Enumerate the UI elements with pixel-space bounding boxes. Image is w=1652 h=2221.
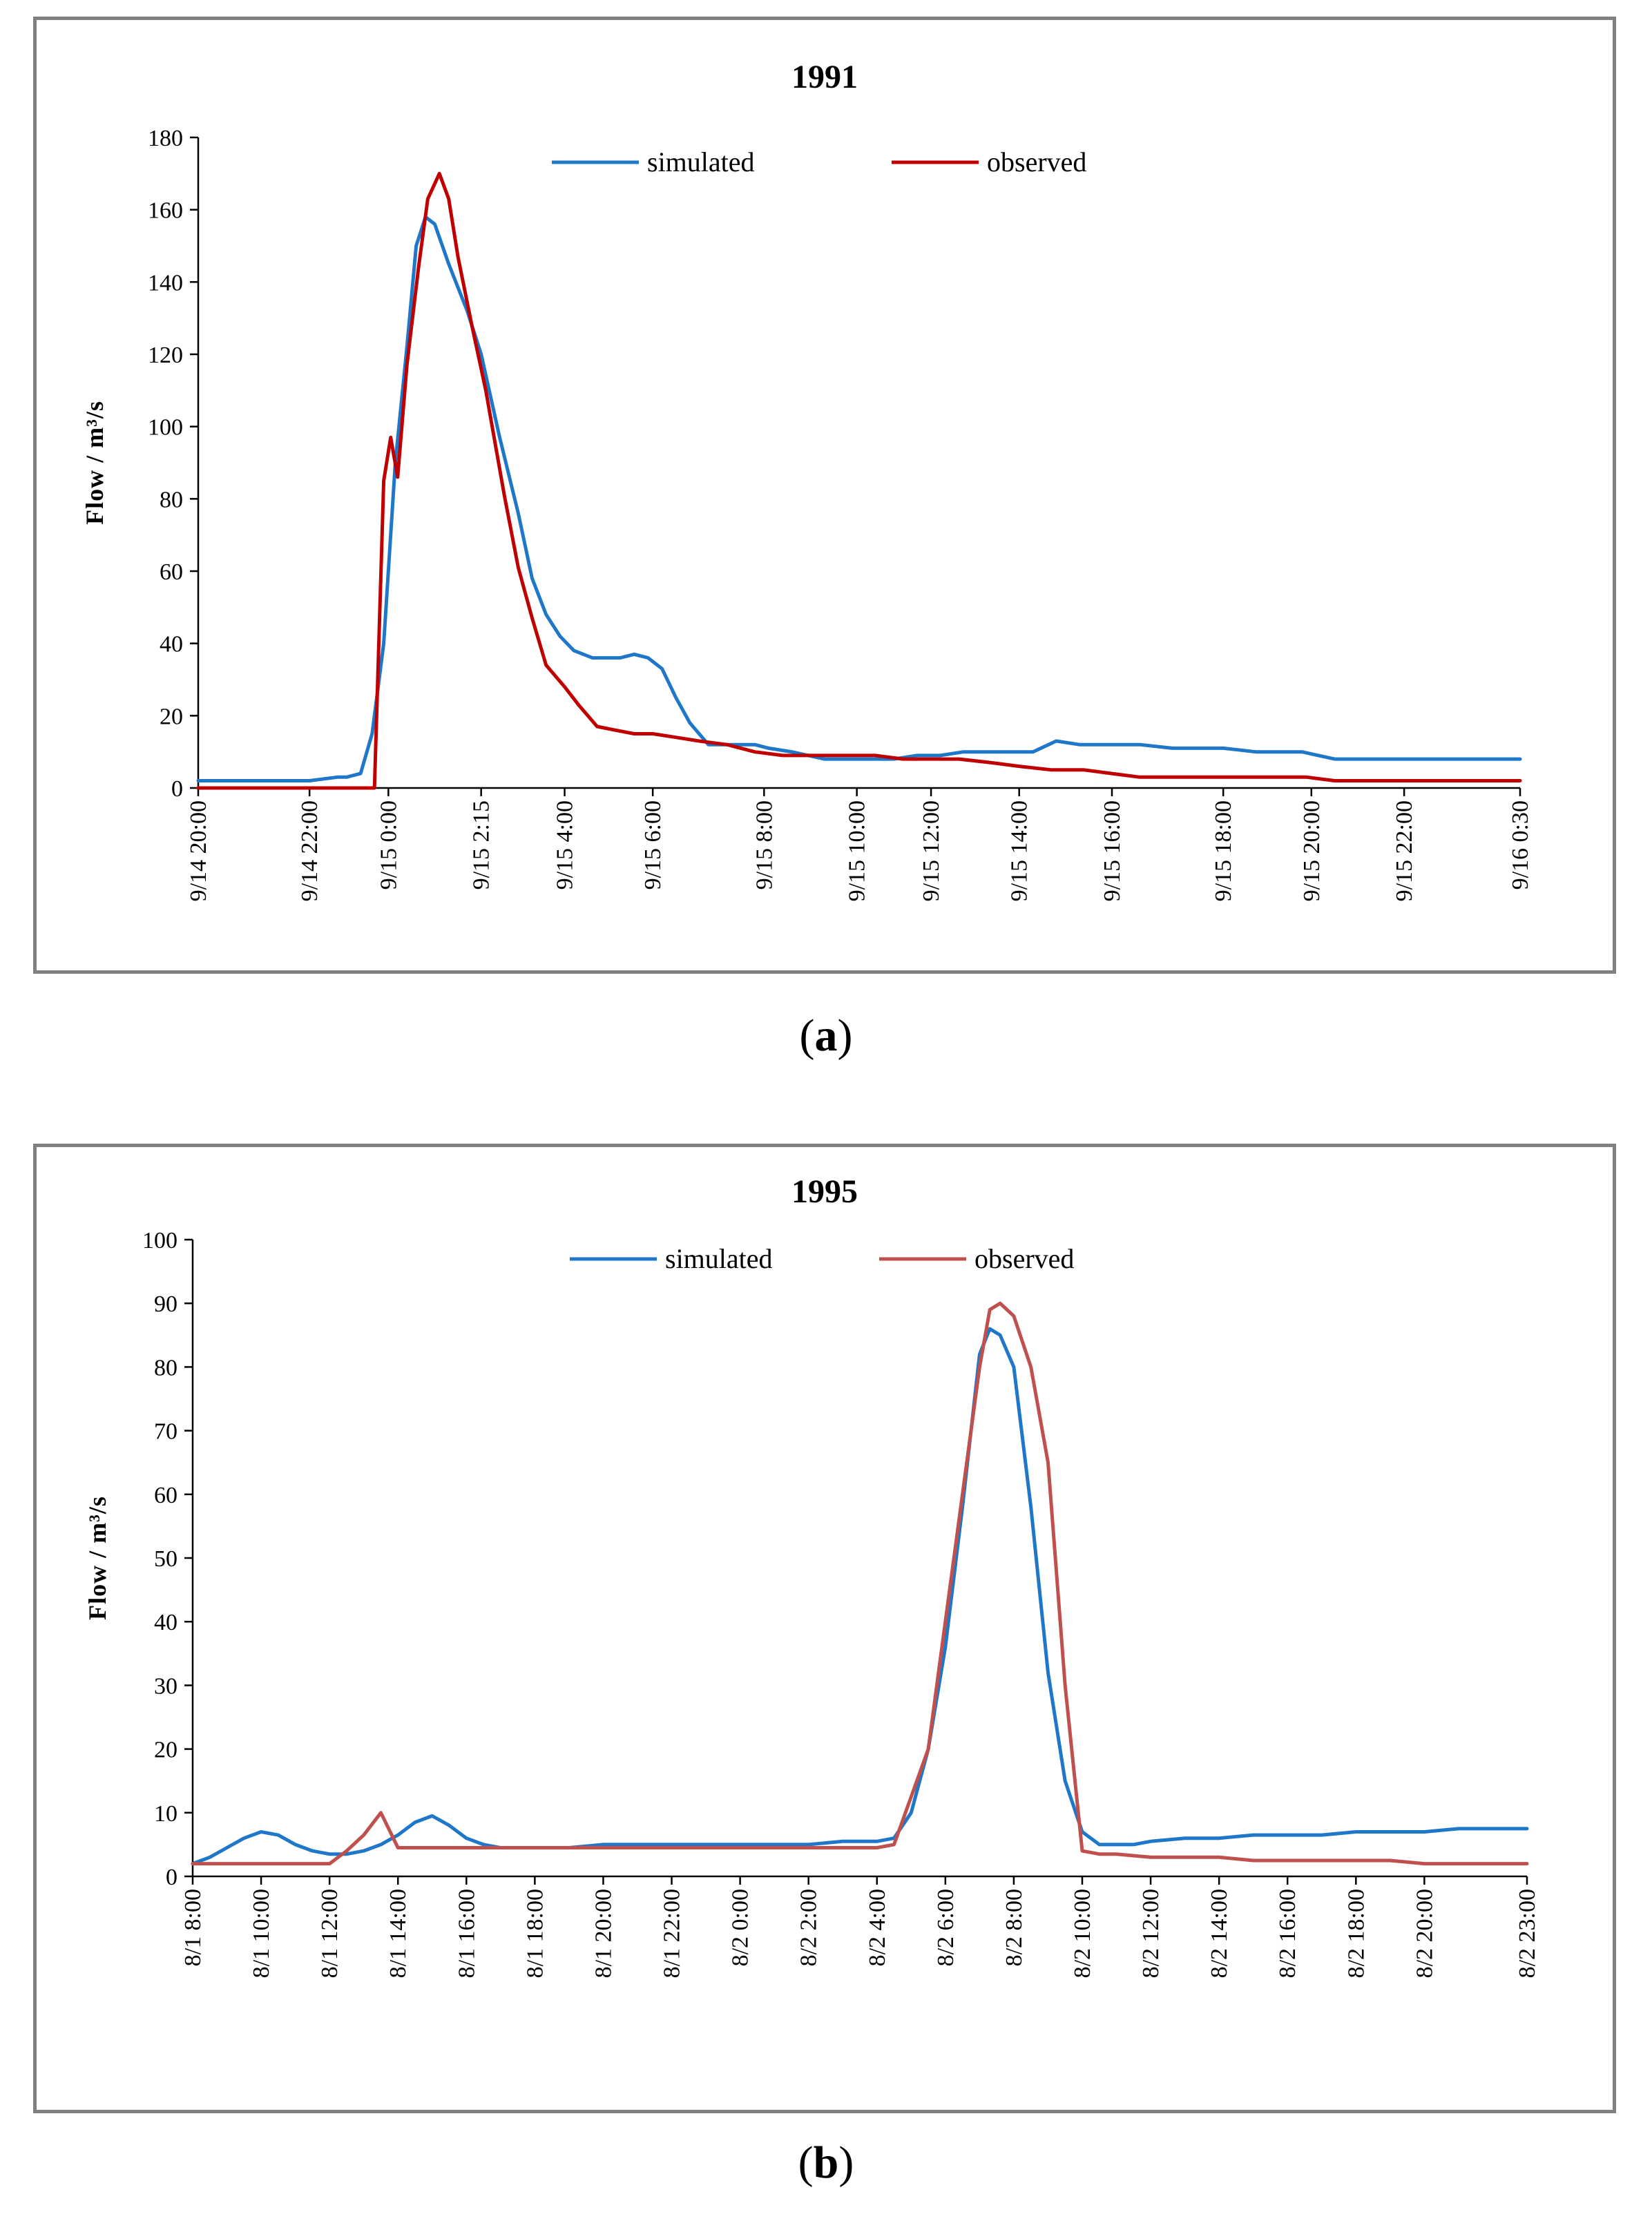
x-tick-label: 9/15 12:00 xyxy=(919,800,944,901)
x-tick-label: 9/15 10:00 xyxy=(845,800,870,901)
y-tick-label: 50 xyxy=(154,1546,177,1572)
x-tick-label: 9/15 20:00 xyxy=(1299,800,1325,901)
x-tick-label: 9/15 22:00 xyxy=(1392,800,1417,901)
y-tick-label: 40 xyxy=(154,1610,177,1635)
x-tick-label: 8/1 18:00 xyxy=(522,1889,548,1978)
caption-a-letter: a xyxy=(814,1010,838,1061)
x-tick-label: 9/14 20:00 xyxy=(186,800,211,901)
y-tick-label: 70 xyxy=(154,1419,177,1445)
x-tick-label: 8/2 20:00 xyxy=(1412,1889,1437,1978)
x-tick-label: 9/15 4:00 xyxy=(553,800,578,890)
y-tick-label: 40 xyxy=(160,632,183,657)
x-tick-label: 8/2 6:00 xyxy=(933,1889,959,1966)
legend-label-observed: observed xyxy=(987,146,1086,177)
x-tick-label: 9/15 6:00 xyxy=(640,800,666,890)
x-tick-label: 8/1 22:00 xyxy=(660,1889,685,1978)
legend-label-simulated: simulated xyxy=(647,146,755,177)
x-tick-label: 8/2 18:00 xyxy=(1343,1889,1369,1978)
y-tick-label: 100 xyxy=(148,415,183,441)
x-tick-label: 9/14 22:00 xyxy=(297,800,323,901)
x-tick-label: 8/2 12:00 xyxy=(1138,1889,1164,1978)
x-tick-label: 8/2 8:00 xyxy=(1001,1889,1027,1966)
chart-panel-1991: 1991 0 20 40 60 80 100 120 140 160 180 9/14 20:00 9/… xyxy=(33,17,1616,974)
y-axis-label: Flow / m³/s xyxy=(81,401,108,525)
y-tick-label: 80 xyxy=(154,1355,177,1381)
caption-b: (b) xyxy=(798,2137,854,2188)
x-tick-label: 8/1 12:00 xyxy=(317,1889,343,1978)
series-line-observed xyxy=(196,171,1522,790)
x-tick-label: 8/2 16:00 xyxy=(1275,1889,1300,1978)
y-tick-label: 160 xyxy=(148,198,183,224)
y-tick-label: 60 xyxy=(160,559,183,585)
x-tick-label: 9/15 14:00 xyxy=(1007,800,1032,901)
y-tick-label: 140 xyxy=(148,270,183,296)
x-tick-label: 8/1 8:00 xyxy=(180,1889,206,1966)
chart-1995: 1995 0 10 20 30 40 50 60 70 80 90 100 8/1 8:00 8/1 10… xyxy=(84,1173,1540,1978)
x-tick-label: 8/2 0:00 xyxy=(728,1889,753,1966)
x-tick-label: 8/1 10:00 xyxy=(249,1889,274,1978)
x-tick-label: 8/2 10:00 xyxy=(1070,1889,1095,1978)
y-tick-label: 0 xyxy=(166,1865,177,1890)
x-tick-label: 9/15 8:00 xyxy=(751,800,777,890)
series-line-simulated xyxy=(196,215,1522,782)
chart-title: 1991 xyxy=(791,59,858,95)
x-tick-label: 8/1 20:00 xyxy=(590,1889,616,1978)
x-tick-label: 9/15 2:15 xyxy=(469,800,494,890)
x-tick-label: 9/16 0:30 xyxy=(1508,800,1533,890)
y-tick-label: 0 xyxy=(171,776,183,802)
y-tick-label: 90 xyxy=(154,1291,177,1317)
legend-label-observed: observed xyxy=(974,1243,1074,1274)
chart-1991: 1991 0 20 40 60 80 100 120 140 160 180 9/14 20:00 9/… xyxy=(81,59,1533,901)
y-tick-label: 20 xyxy=(160,704,183,729)
y-tick-label: 100 xyxy=(142,1228,177,1253)
x-tick-label: 9/15 16:00 xyxy=(1099,800,1125,901)
y-tick-label: 120 xyxy=(148,343,183,368)
chart-title: 1995 xyxy=(791,1173,858,1210)
x-tick-label: 8/1 16:00 xyxy=(454,1889,479,1978)
caption-b-letter: b xyxy=(813,2137,839,2188)
x-tick-label: 8/2 2:00 xyxy=(796,1889,822,1966)
x-tick-label: 8/1 14:00 xyxy=(385,1889,411,1978)
series-line-simulated xyxy=(191,1327,1529,1866)
x-tick-label: 9/15 0:00 xyxy=(376,800,401,890)
y-tick-label: 20 xyxy=(154,1738,177,1763)
legend-label-simulated: simulated xyxy=(665,1243,773,1274)
y-tick-label: 80 xyxy=(160,487,183,512)
x-tick-label: 8/2 14:00 xyxy=(1207,1889,1232,1978)
y-axis-label: Flow / m³/s xyxy=(84,1496,111,1620)
y-tick-label: 10 xyxy=(154,1801,177,1827)
caption-a: (a) xyxy=(799,1010,853,1061)
x-tick-label: 8/2 4:00 xyxy=(865,1889,890,1966)
chart-panel-1995: 1995 0 10 20 30 40 50 60 70 80 90 100 8/1 8:00 8/1 10… xyxy=(33,1144,1616,2113)
x-tick-label: 9/15 18:00 xyxy=(1211,800,1236,901)
y-tick-label: 30 xyxy=(154,1673,177,1699)
y-tick-label: 60 xyxy=(154,1483,177,1508)
series-line-observed xyxy=(191,1301,1529,1866)
y-tick-label: 180 xyxy=(148,126,183,151)
x-tick-label: 8/2 23:00 xyxy=(1515,1889,1540,1978)
